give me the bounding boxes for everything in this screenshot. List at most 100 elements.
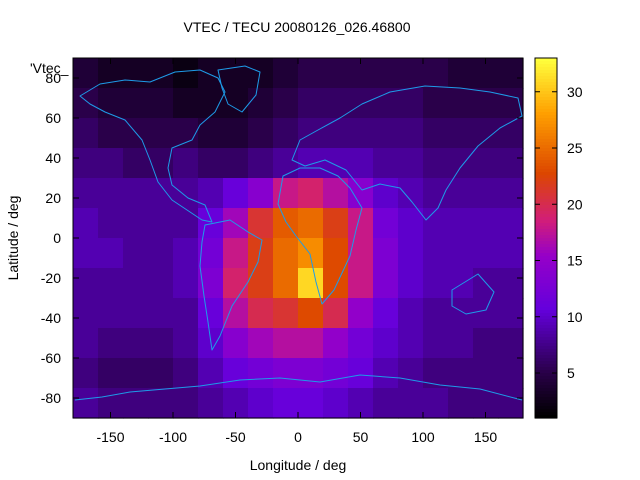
heatmap-cell [348, 328, 374, 359]
colorbar-band [535, 202, 557, 206]
heatmap-cell [448, 178, 474, 209]
colorbar-band [535, 241, 557, 245]
heatmap-cell [148, 268, 174, 299]
colorbar-band [535, 376, 557, 380]
colorbar-band [535, 250, 557, 254]
heatmap-cell [198, 388, 224, 419]
heatmap-cell [148, 118, 174, 149]
heatmap-cell [148, 328, 174, 359]
heatmap-cell [348, 268, 374, 299]
colorbar-band [535, 316, 557, 320]
heatmap-cell [423, 118, 449, 149]
heatmap-cell [248, 148, 274, 179]
colorbar-band [535, 133, 557, 137]
chart-title: VTEC / TECU 20080126_026.46800 [183, 19, 410, 35]
heatmap-cell [298, 88, 324, 119]
colorbar-band [535, 355, 557, 359]
heatmap-cell [473, 178, 499, 209]
colorbar-tick-label: 30 [567, 84, 583, 100]
colorbar-band [535, 175, 557, 179]
heatmap-cell [173, 58, 199, 89]
heatmap-cell [273, 328, 299, 359]
heatmap-cell [423, 238, 449, 269]
colorbar-band [535, 301, 557, 305]
colorbar-band [535, 214, 557, 218]
heatmap-cell [148, 388, 174, 419]
heatmap-cell [73, 358, 99, 389]
heatmap-cell [298, 358, 324, 389]
heatmap-cell [248, 178, 274, 209]
heatmap-cell [373, 238, 399, 269]
heatmap-cell [273, 88, 299, 119]
colorbar-band [535, 124, 557, 128]
colorbar [534, 57, 558, 419]
colorbar-band [535, 397, 557, 401]
colorbar-band [535, 211, 557, 215]
colorbar-band [535, 127, 557, 131]
y-tick-label: -20 [41, 270, 61, 286]
heatmap-cell [298, 328, 324, 359]
heatmap-cell [298, 388, 324, 419]
heatmap-cell [448, 238, 474, 269]
heatmap-cell [373, 358, 399, 389]
heatmap-cell [348, 358, 374, 389]
x-tick-label: -150 [96, 429, 124, 445]
colorbar-band [535, 103, 557, 107]
colorbar-band [535, 187, 557, 191]
heatmap-cell [248, 268, 274, 299]
colorbar-band [535, 340, 557, 344]
heatmap-cell [398, 388, 424, 419]
colorbar-band [535, 79, 557, 83]
heatmap-cell [173, 298, 199, 329]
heatmap-cell [298, 208, 324, 239]
heatmap-cell [498, 298, 524, 329]
heatmap-cell [248, 358, 274, 389]
heatmap-cell [498, 178, 524, 209]
colorbar-band [535, 313, 557, 317]
heatmap-cell [223, 238, 249, 269]
colorbar-band [535, 82, 557, 86]
heatmap-cell [273, 388, 299, 419]
heatmap-cell [323, 238, 349, 269]
heatmap-cell [498, 328, 524, 359]
heatmap-cell [373, 298, 399, 329]
heatmap-cell [123, 148, 149, 179]
heatmap-cell [398, 328, 424, 359]
colorbar-band [535, 295, 557, 299]
y-tick-label: -40 [41, 310, 61, 326]
heatmap-cell [423, 88, 449, 119]
colorbar-band [535, 292, 557, 296]
x-axis-label: Longitude / deg [250, 457, 347, 473]
heatmap-cell [498, 58, 524, 89]
heatmap-cell [423, 358, 449, 389]
y-tick-label: 0 [53, 230, 61, 246]
colorbar-band [535, 277, 557, 281]
colorbar-band [535, 151, 557, 155]
heatmap-cell [448, 328, 474, 359]
heatmap-cell [423, 148, 449, 179]
heatmap-cell [273, 178, 299, 209]
heatmap-cell [123, 88, 149, 119]
x-tick-label: -50 [225, 429, 245, 445]
colorbar-band [535, 157, 557, 161]
heatmap-cell [273, 298, 299, 329]
colorbar-frame [534, 57, 558, 419]
colorbar-tick-label: 20 [567, 196, 583, 212]
heatmap-cell [323, 268, 349, 299]
colorbar-band [535, 76, 557, 80]
colorbar-band [535, 325, 557, 329]
heatmap-cell [298, 238, 324, 269]
colorbar-band [535, 58, 557, 62]
heatmap-cells [73, 58, 524, 419]
heatmap-cell [73, 298, 99, 329]
heatmap-cell [173, 208, 199, 239]
colorbar-band [535, 256, 557, 260]
heatmap-cell [423, 58, 449, 89]
heatmap-cell [298, 58, 324, 89]
colorbar-band [535, 361, 557, 365]
heatmap-cell [398, 118, 424, 149]
heatmap-cell [173, 388, 199, 419]
x-axis-ticks: -150 -100 -50 0 50 100 150 [96, 58, 497, 445]
heatmap-cell [323, 328, 349, 359]
x-tick-label: -100 [159, 429, 187, 445]
